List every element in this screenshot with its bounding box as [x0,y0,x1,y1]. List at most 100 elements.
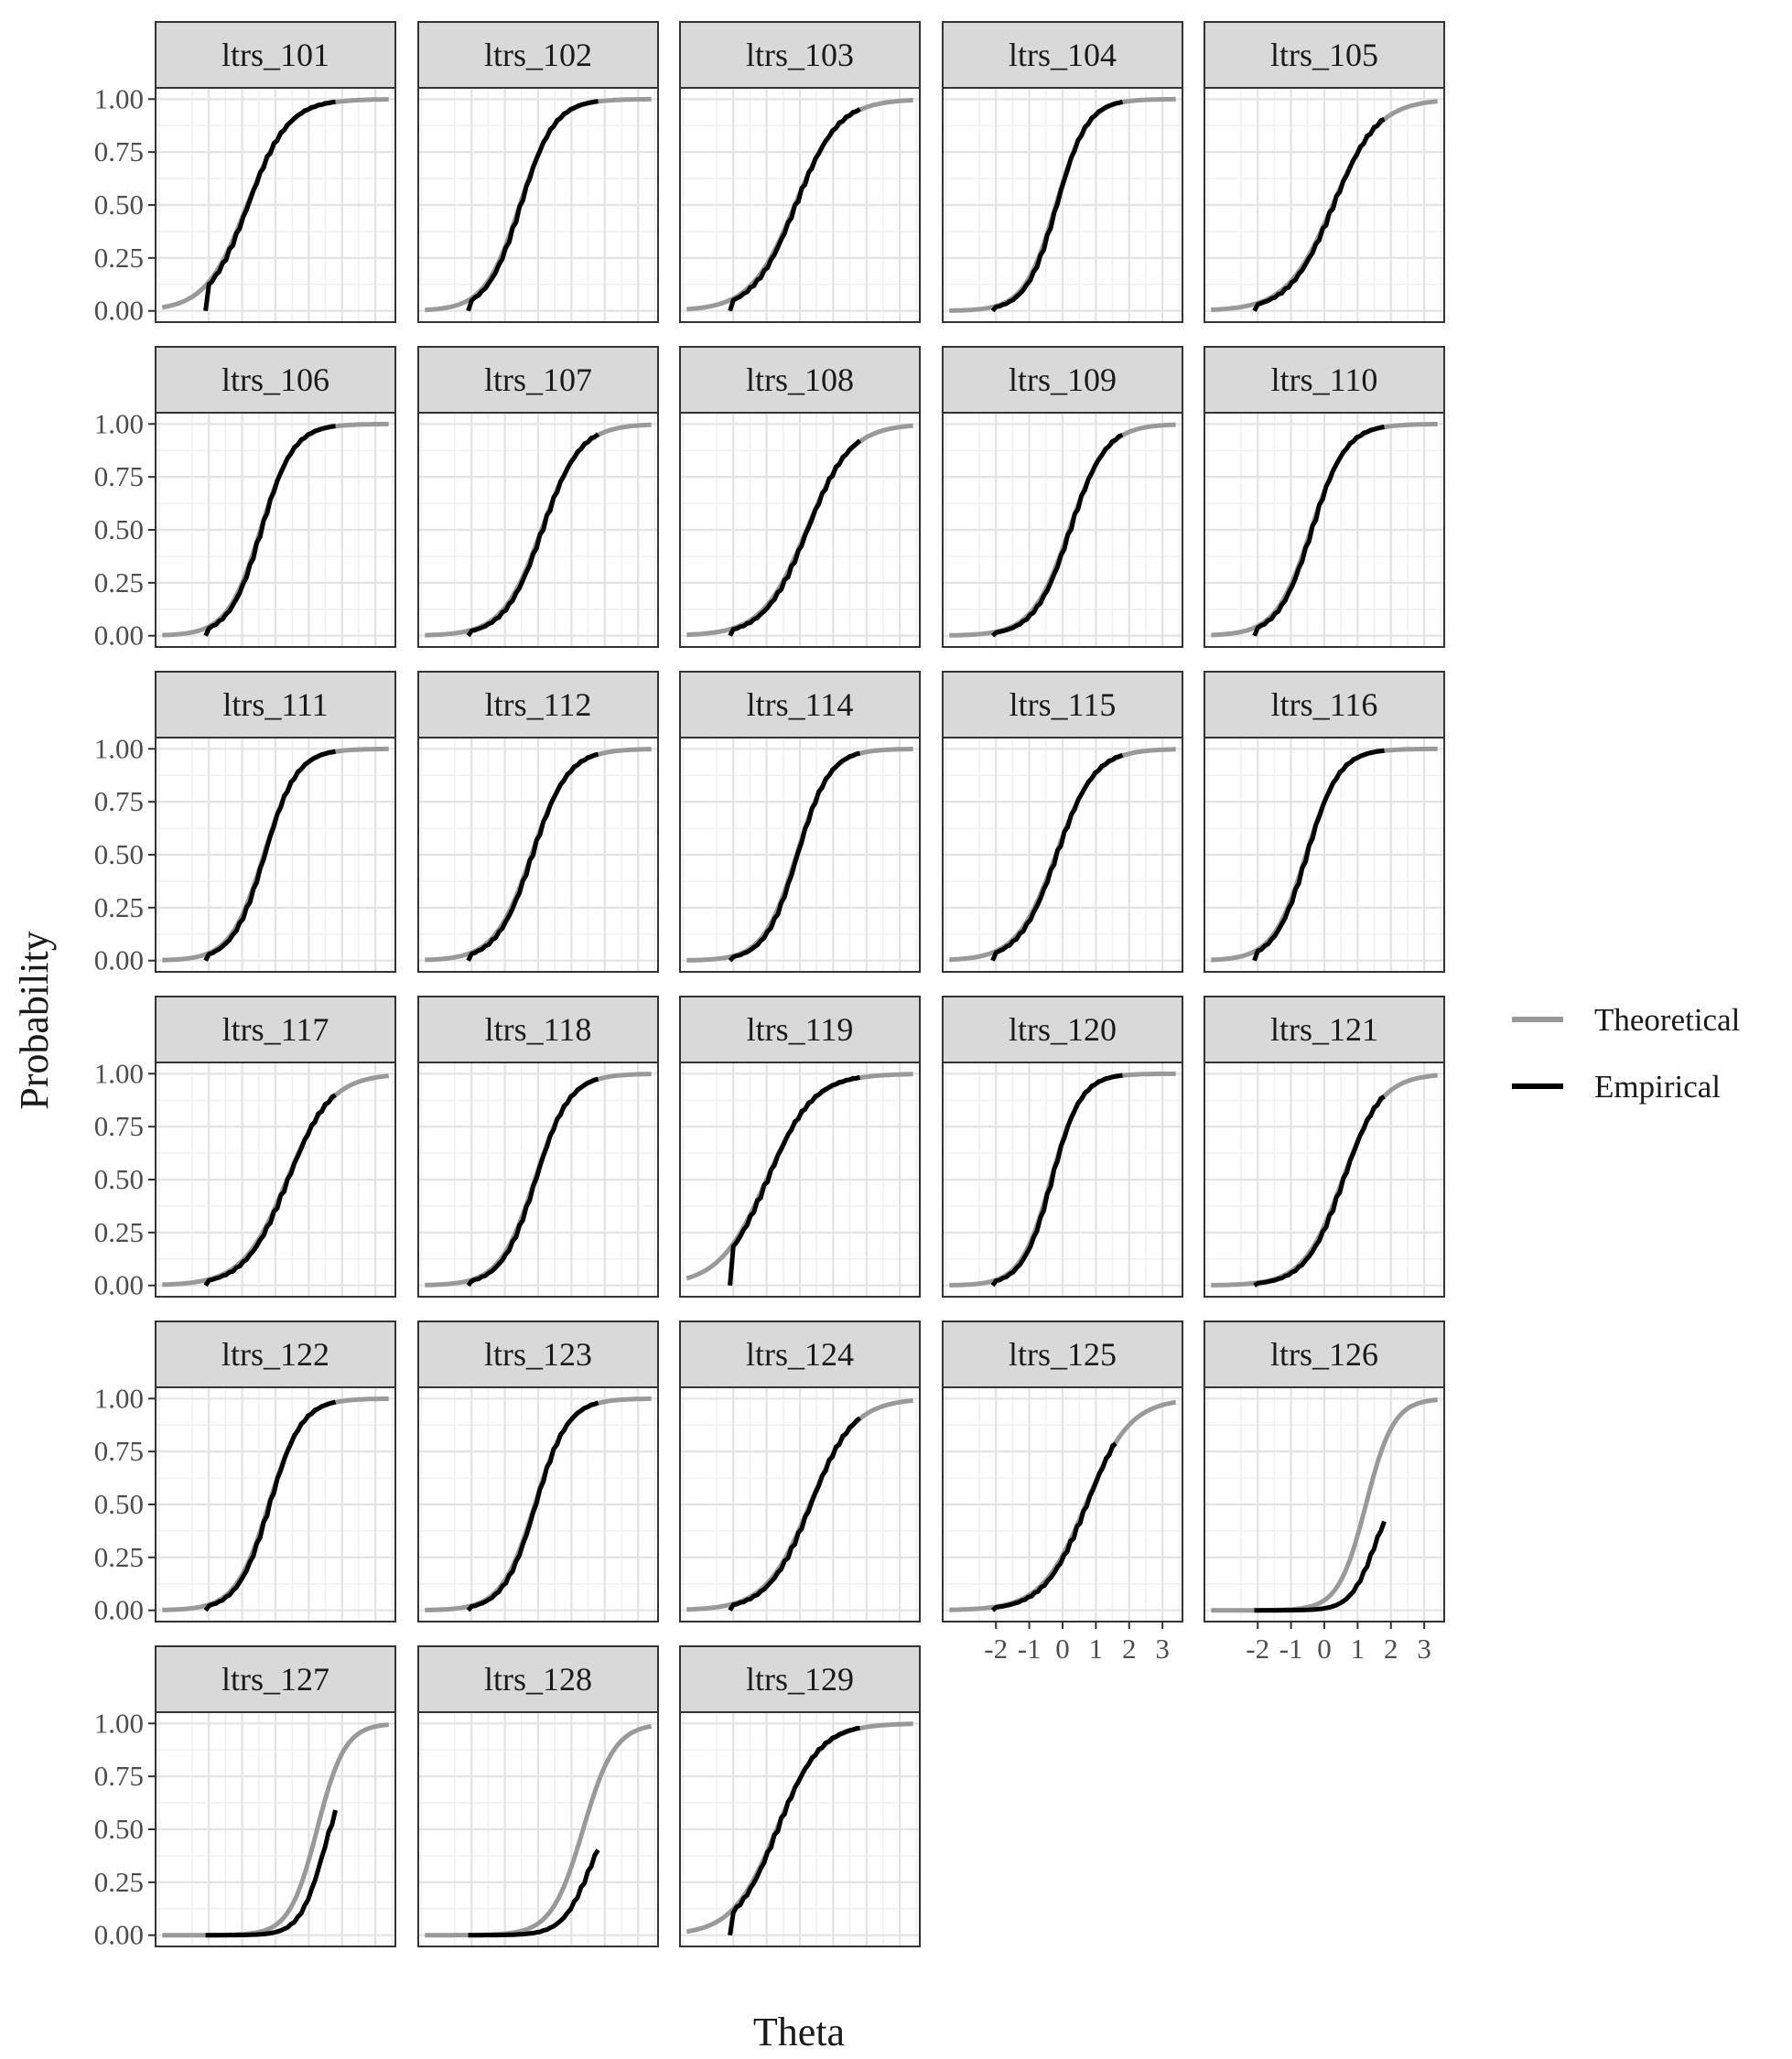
facet-panel: ltrs_128 [417,1645,659,1947]
facet-panel: ltrs_119 [679,996,921,1298]
x-tick-label: 3 [1417,1633,1431,1665]
facet-strip-label: ltrs_106 [221,361,329,398]
facet-strip [155,1321,396,1388]
panel-border [417,1711,659,1947]
panel-border [417,737,659,973]
y-tick-label: 0.50 [94,189,144,221]
x-tick-label: -1 [1018,1633,1042,1665]
facet-strip-label: ltrs_110 [1271,361,1378,398]
empirical-curve [203,749,337,962]
empirical-curve [990,433,1124,638]
panel-border [417,1386,659,1622]
empirical-curve [1252,116,1386,312]
facet-strip [679,996,921,1063]
empirical-curve [990,1073,1123,1288]
facet-panel: ltrs_102 [417,21,659,323]
panel-border [679,1711,921,1947]
y-tick-label: 0.00 [94,1594,144,1626]
facet-strip [417,671,659,738]
y-tick-label: 0.00 [94,944,144,976]
theoretical-curve [161,1722,390,1938]
facet-strip-label: ltrs_125 [1009,1336,1117,1373]
y-tick-label: 0.25 [94,242,144,274]
facet-panel: ltrs_106 0.00 0.25 0.50 0.75 1.00 [94,346,396,652]
y-tick-label: 0.75 [94,785,144,817]
facet-panel: ltrs_109 [942,346,1183,648]
y-tick-label: 0.25 [94,891,144,923]
facet-strip [1204,996,1445,1063]
facet-panel: ltrs_110 [1204,346,1445,648]
facet-strip-label: ltrs_108 [746,361,854,398]
x-axis-title: Theta [753,2010,845,2054]
x-tick-label: -1 [1279,1633,1303,1665]
x-tick-label: 2 [1122,1633,1137,1665]
facet-strip [1204,346,1445,414]
y-tick-label: 0.00 [94,1919,144,1951]
facet-strip-label: ltrs_109 [1009,361,1117,398]
y-tick-label: 0.50 [94,1488,144,1520]
x-tick-label: 0 [1055,1633,1070,1665]
facet-strip-label: ltrs_117 [222,1011,329,1048]
y-tick-label: 0.00 [94,620,144,652]
y-axis-title: Probability [12,931,57,1110]
facet-panel: ltrs_123 [417,1321,659,1622]
y-tick-label: 0.25 [94,1866,144,1898]
facet-strip [679,21,921,89]
panel-border [1204,412,1445,648]
facet-strip [1204,1321,1445,1388]
empirical-curve [466,751,599,962]
y-tick-label: 1.00 [94,732,144,764]
facet-strip-label: ltrs_128 [484,1661,592,1698]
y-tick-label: 1.00 [94,407,144,439]
empirical-curve [1252,424,1385,637]
panel-border [417,87,659,323]
facet-panel: ltrs_122 0.00 0.25 0.50 0.75 1.00 [94,1321,396,1626]
facet-strip-label: ltrs_115 [1009,686,1117,723]
panel-border [1204,87,1445,323]
y-tick-label: 0.50 [94,838,144,870]
empirical-curve [1253,1094,1386,1288]
facet-strip [942,1321,1183,1388]
panel-border [1204,737,1445,973]
facet-panel: ltrs_121 [1204,996,1445,1298]
facet-strip-label: ltrs_103 [746,37,854,73]
y-tick-label: 0.50 [94,1813,144,1845]
x-tick-label: 0 [1317,1633,1332,1665]
x-tick-label: -2 [984,1633,1008,1665]
empirical-curve [728,1416,862,1612]
facet-panel: ltrs_126 -2 -1 0 1 2 3 [1204,1321,1445,1665]
facet-strip-label: ltrs_127 [221,1661,329,1698]
facet-strip [155,996,396,1063]
empirical-curve [466,432,600,638]
panel-border [679,737,921,973]
facet-strip-label: ltrs_104 [1009,37,1117,73]
legend-label: Empirical [1594,1069,1721,1105]
facet-strip-label: ltrs_118 [485,1011,592,1048]
facet-strip [942,346,1183,414]
facet-strip-label: ltrs_101 [221,37,329,73]
y-tick-label: 0.50 [94,1163,144,1195]
panel-border [417,412,659,648]
facet-panel: ltrs_124 [679,1321,921,1622]
facet-panel: ltrs_111 0.00 0.25 0.50 0.75 1.00 [94,671,396,976]
y-tick-label: 1.00 [94,1707,144,1739]
empirical-curve [1252,748,1385,962]
empirical-curve [203,424,336,637]
y-tick-label: 0.00 [94,295,144,327]
y-tick-label: 1.00 [94,1057,144,1089]
panel-border [679,412,921,648]
facet-strip [155,1645,396,1713]
y-tick-label: 1.00 [94,82,144,114]
facet-strip-label: ltrs_122 [221,1336,329,1373]
facet-panel: ltrs_105 [1204,21,1445,323]
empirical-curve [205,1809,338,1938]
empirical-curve [466,1400,599,1612]
facet-strip [942,671,1183,738]
panel-border [1204,1062,1445,1298]
empirical-curve [728,1725,860,1936]
y-tick-label: 0.75 [94,1110,144,1142]
facet-strip [417,996,659,1063]
facet-panel: ltrs_104 [942,21,1183,323]
facet-panel: ltrs_127 0.00 0.25 0.50 0.75 1.00 [94,1645,396,1951]
